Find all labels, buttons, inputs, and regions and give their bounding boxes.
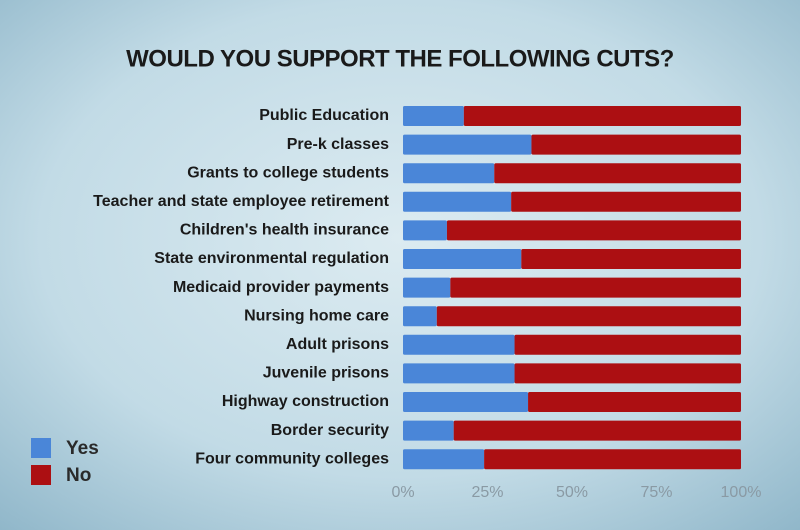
category-label: Public Education bbox=[259, 107, 389, 124]
bar-segment bbox=[484, 449, 741, 470]
bar-segment bbox=[511, 191, 741, 212]
legend-label: Yes bbox=[66, 438, 99, 459]
bar-segment bbox=[403, 392, 529, 412]
bar-segment bbox=[463, 106, 741, 126]
x-tick-label: 25% bbox=[471, 484, 503, 501]
bar-segment bbox=[528, 392, 741, 412]
legend-swatch bbox=[31, 465, 51, 485]
bar-segment bbox=[403, 334, 515, 355]
bar-segment bbox=[514, 363, 741, 384]
category-label: Juvenile prisons bbox=[263, 365, 389, 382]
chart-title: WOULD YOU SUPPORT THE FOLLOWING CUTS? bbox=[126, 45, 674, 72]
bar-segment bbox=[403, 106, 464, 126]
bar-segment bbox=[403, 306, 437, 327]
bar-segment bbox=[494, 163, 741, 184]
bar-segment bbox=[403, 420, 454, 441]
bar-segment bbox=[403, 363, 515, 384]
bar-segment bbox=[514, 334, 741, 355]
bar-segment bbox=[403, 249, 522, 269]
bar-segment bbox=[531, 134, 741, 155]
legend-swatch bbox=[31, 438, 51, 458]
category-label: Border security bbox=[271, 422, 389, 439]
x-tick-label: 75% bbox=[640, 484, 672, 501]
category-label: Grants to college students bbox=[187, 164, 389, 181]
bar-segment bbox=[436, 306, 741, 327]
bar-segment bbox=[521, 249, 741, 269]
bar-segment bbox=[403, 134, 532, 155]
category-label: Teacher and state employee retirement bbox=[93, 193, 389, 210]
bar-segment bbox=[403, 449, 485, 470]
category-label: Medicaid provider payments bbox=[173, 279, 389, 296]
bar-segment bbox=[446, 220, 741, 241]
x-tick-label: 0% bbox=[391, 484, 414, 501]
bar-segment bbox=[403, 220, 447, 241]
category-label: Children's health insurance bbox=[180, 222, 389, 239]
category-label: Adult prisons bbox=[286, 336, 389, 353]
bar-segment bbox=[450, 277, 741, 298]
legend-label: No bbox=[66, 465, 91, 486]
category-label: Nursing home care bbox=[244, 307, 389, 324]
category-label: State environmental regulation bbox=[154, 250, 389, 267]
bar-segment bbox=[403, 163, 495, 184]
category-label: Highway construction bbox=[222, 393, 389, 410]
bar-segment bbox=[403, 277, 451, 298]
x-tick-label: 100% bbox=[721, 484, 762, 501]
category-label: Four community colleges bbox=[195, 450, 389, 467]
x-tick-label: 50% bbox=[556, 484, 588, 501]
bar-segment bbox=[403, 191, 512, 212]
category-label: Pre-k classes bbox=[287, 136, 389, 153]
bar-segment bbox=[453, 420, 741, 441]
